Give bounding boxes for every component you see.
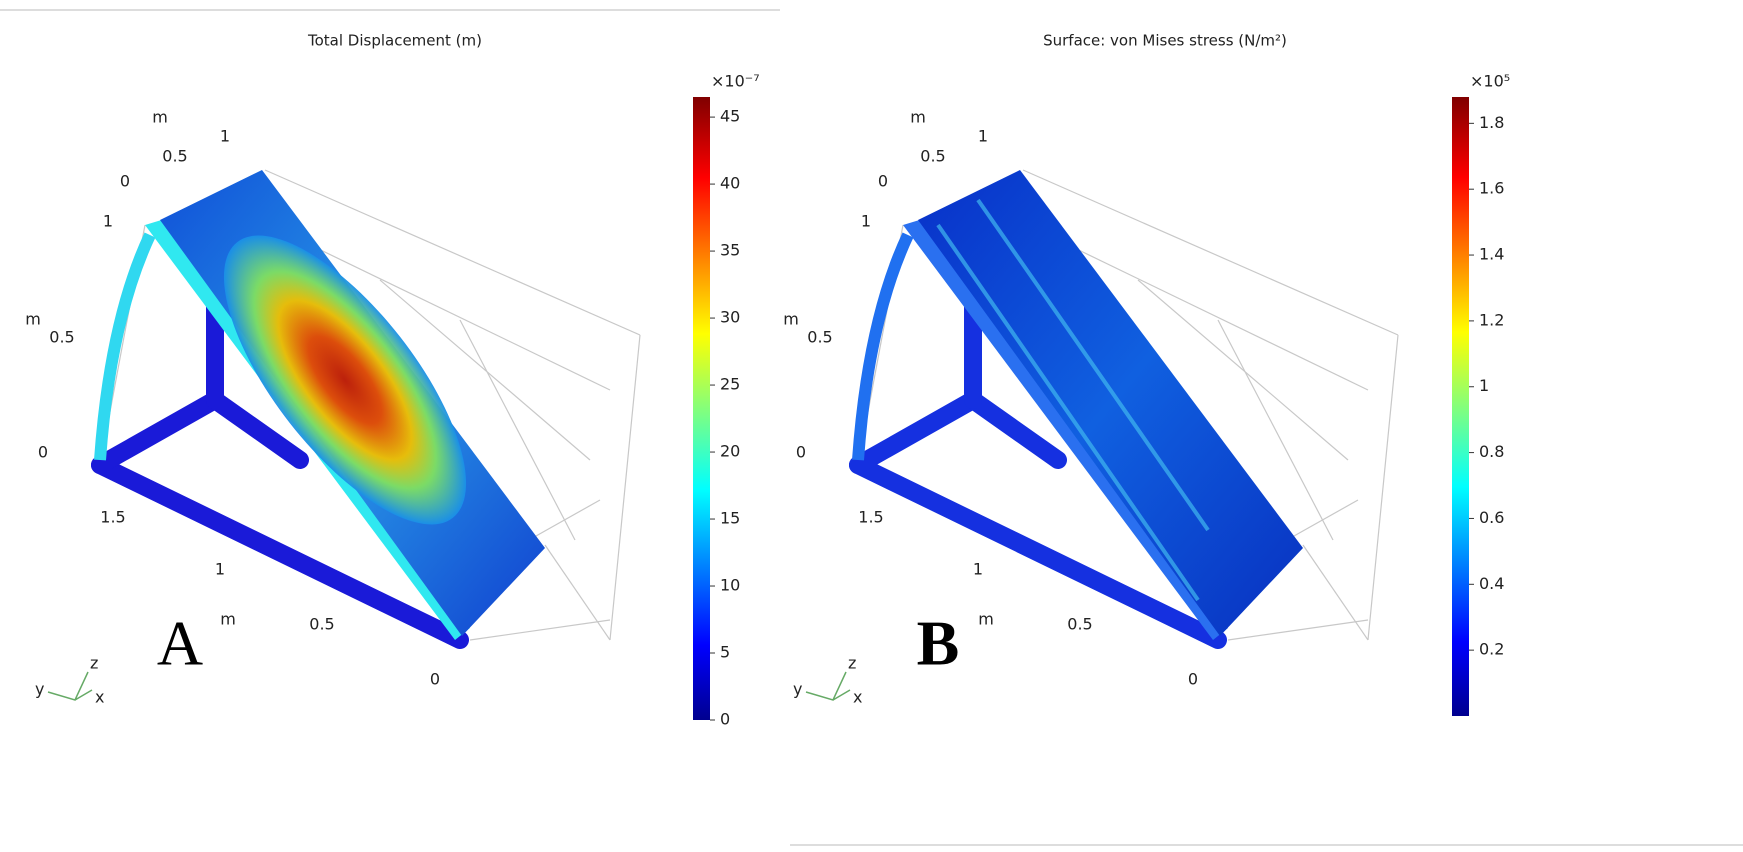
colorbar-tick-label: 10 (720, 576, 740, 595)
grid-line (1302, 544, 1369, 641)
stress-band (936, 198, 1210, 602)
frame-bar (91, 391, 224, 474)
frame-bar (849, 391, 982, 474)
colorbar-tick-label: 20 (720, 442, 740, 461)
grid-line (1022, 169, 1399, 336)
grid-line (379, 279, 591, 461)
axis-label: 0.5 (309, 615, 334, 634)
axis-label: m (783, 310, 799, 329)
panel-letter: B (917, 608, 960, 679)
hot-spot (223, 235, 467, 525)
frame-arc (94, 232, 156, 461)
plot-panel: Am 0.5 1 0 1 m 0.5 0 1.5 1 m 0.5 0 y zx (25, 108, 641, 707)
axis-label: m (978, 610, 994, 629)
grid-line (299, 239, 611, 391)
axis-label: 1 (861, 212, 871, 231)
colorbar-tick-label: 35 (720, 241, 740, 260)
triad-label: y (35, 680, 44, 699)
axis-label: 1.5 (100, 508, 125, 527)
colorbar-tick-label: 40 (720, 174, 740, 193)
grid-line (1217, 319, 1334, 541)
axis-label: m (220, 610, 236, 629)
grid-line (469, 619, 611, 641)
axis-label: 1.5 (858, 508, 883, 527)
axis-label: 0 (120, 172, 130, 191)
frame-bar (849, 456, 1227, 649)
axis-label: 1 (220, 127, 230, 146)
colorbar-tick-label: 5 (720, 643, 730, 662)
grid-line (1367, 334, 1399, 641)
grid-line (609, 334, 641, 641)
axis-label: 0 (796, 443, 806, 462)
grid-line (459, 319, 576, 541)
triad-label: x (95, 688, 104, 707)
grid-line (264, 169, 641, 336)
axis-label: 1 (973, 560, 983, 579)
colorbar-tick-label: 1 (1479, 376, 1489, 395)
frame-bar (964, 391, 1067, 469)
colorbar-tick-label: 1.2 (1479, 310, 1504, 329)
colorbar-multiplier: ×10⁵ (1470, 72, 1510, 91)
slab-top (918, 170, 1303, 636)
triad (47, 671, 93, 701)
triad (805, 671, 851, 701)
grid-line (1057, 239, 1369, 391)
colorbar-tick-label: 0 (720, 710, 730, 729)
axis-label: 1 (978, 127, 988, 146)
axis-label: 0 (38, 443, 48, 462)
colorbar-tick-label: 0.8 (1479, 442, 1504, 461)
axis-label: 0.5 (162, 147, 187, 166)
frame-arc (852, 232, 914, 461)
colorbar-tick-label: 30 (720, 308, 740, 327)
triad-label: y (793, 680, 802, 699)
axis-label: 0.5 (807, 328, 832, 347)
triad-label: z (848, 654, 856, 673)
axis-label: m (910, 108, 926, 127)
colorbar-tick-label: 0.6 (1479, 508, 1504, 527)
colorbar-tick-label: 15 (720, 509, 740, 528)
colorbar-tick-label: 0.4 (1479, 574, 1504, 593)
axis-label: 1 (215, 560, 225, 579)
axis-label: 0 (878, 172, 888, 191)
panel-letter: A (157, 608, 203, 679)
triad-label: z (90, 654, 98, 673)
axis-label: 0 (430, 670, 440, 689)
colorbar-tick-label: 25 (720, 375, 740, 394)
plot-title: Total Displacement (m) (307, 32, 482, 50)
axis-label: 0.5 (920, 147, 945, 166)
frame-bar (206, 391, 309, 469)
colorbar-tick-label: 45 (720, 107, 740, 126)
colorbar-tick-label: 1.6 (1479, 179, 1504, 198)
colorbar (693, 97, 710, 720)
colorbar-tick-label: 1.8 (1479, 113, 1504, 132)
triad-label: x (853, 688, 862, 707)
plot-title: Surface: von Mises stress (N/m²) (1043, 32, 1287, 50)
colorbar-multiplier: ×10⁻⁷ (711, 72, 760, 91)
grid-line (1227, 619, 1369, 641)
axis-label: m (152, 108, 168, 127)
axis-label: 0 (1188, 670, 1198, 689)
colorbar (1452, 97, 1469, 716)
axis-label: 1 (103, 212, 113, 231)
plot-panel: Bm 0.5 1 0 1 m 0.5 0 1.5 1 m 0.5 0 y zx (783, 108, 1399, 707)
colorbar-tick-label: 1.4 (1479, 245, 1504, 264)
grid-line (1137, 279, 1349, 461)
axis-label: m (25, 310, 41, 329)
colorbar-tick-label: 0.2 (1479, 640, 1504, 659)
axis-label: 0.5 (49, 328, 74, 347)
axis-label: 0.5 (1067, 615, 1092, 634)
frame-bar (91, 456, 469, 649)
grid-line (544, 544, 611, 641)
